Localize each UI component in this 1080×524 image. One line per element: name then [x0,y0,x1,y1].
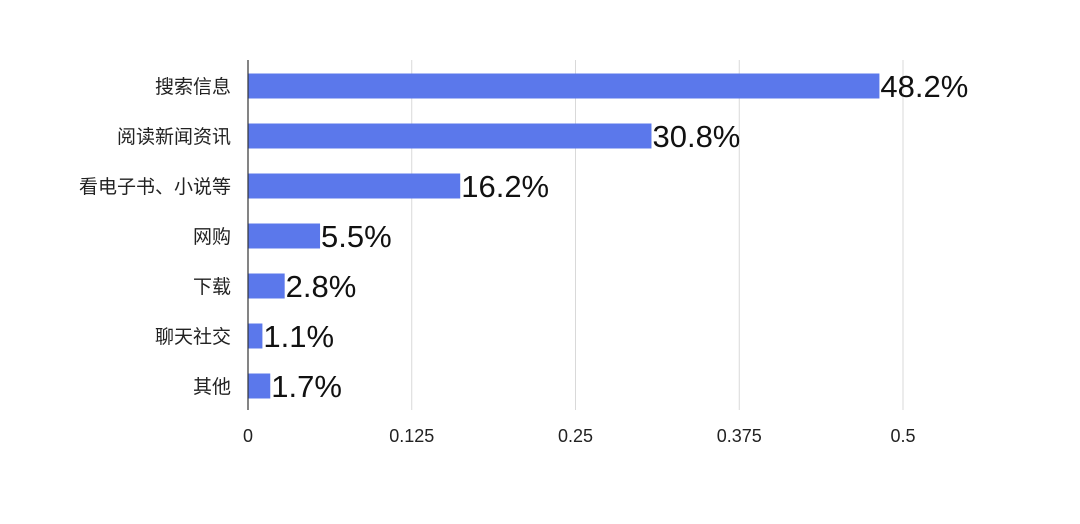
bars [248,73,880,399]
data-label: 1.1% [263,319,334,354]
data-label: 48.2% [880,69,968,104]
bar [248,223,321,249]
bar [248,323,263,349]
gridlines [411,60,904,410]
data-label: 1.7% [271,369,342,404]
data-label: 30.8% [652,119,740,154]
category-label: 看电子书、小说等 [79,176,231,198]
x-tick-label: 0.375 [717,426,762,446]
category-label: 网购 [193,226,231,248]
x-tick-label: 0.25 [558,426,593,446]
bar [248,123,652,149]
data-label: 2.8% [286,269,357,304]
category-label: 其他 [193,376,231,398]
data-label: 5.5% [321,219,392,254]
data-labels: 48.2% 30.8% 16.2% 5.5% 2.8% 1.1% 1.7% [263,69,968,404]
category-label: 阅读新闻资讯 [117,126,231,148]
x-tick-labels: 0 0.125 0.25 0.375 0.5 [243,426,916,446]
x-tick-label: 0.5 [890,426,915,446]
bar [248,173,461,199]
bar [248,73,880,99]
bar [248,373,271,399]
x-tick-label: 0.125 [389,426,434,446]
data-label: 16.2% [461,169,549,204]
category-label: 下载 [193,276,231,298]
category-label: 聊天社交 [155,326,231,348]
category-label: 搜索信息 [155,76,231,98]
bar [248,273,285,299]
x-tick-label: 0 [243,426,253,446]
